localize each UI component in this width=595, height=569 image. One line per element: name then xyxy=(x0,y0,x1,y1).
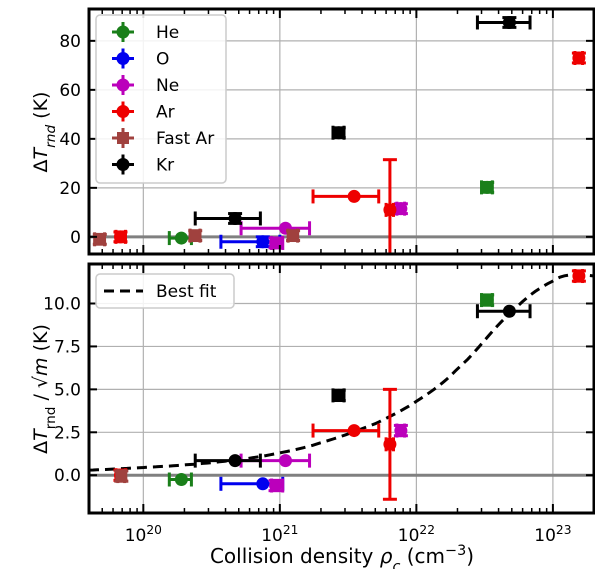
legend-label: Ar xyxy=(156,103,175,123)
data-point xyxy=(502,15,516,29)
data-point xyxy=(113,230,127,244)
y-tick-label: 40 xyxy=(59,130,81,150)
data-point xyxy=(332,388,346,402)
legend-marker xyxy=(116,25,130,39)
data-point xyxy=(279,454,293,468)
series xyxy=(239,201,408,250)
legend-marker xyxy=(117,132,129,144)
data-point xyxy=(174,473,188,487)
data-point xyxy=(347,424,361,438)
data-point xyxy=(347,189,361,203)
y-tick-label: 60 xyxy=(59,81,81,101)
data-point xyxy=(174,231,188,245)
x-tick-label: 1022 xyxy=(398,523,435,546)
y-axis-label-bottom: ΔTrnd / √m (K) xyxy=(30,324,59,454)
axes-frame xyxy=(87,7,595,256)
series xyxy=(114,469,129,484)
plot-area xyxy=(89,269,594,501)
bottom-panel: 0.0 2.5 5.0 7.5 10.0 1020 1021 1022 1023 ΔTrnd / … xyxy=(30,262,595,569)
data-point xyxy=(502,304,516,318)
series xyxy=(113,51,586,254)
series xyxy=(239,423,408,493)
data-point xyxy=(189,229,202,242)
x-axis-label: Collision density ρc (cm−3) xyxy=(210,543,474,569)
legend-label: Best fit xyxy=(156,282,217,302)
data-point xyxy=(256,235,270,249)
y-tick-label: 7.5 xyxy=(54,337,81,357)
y-tick-label: 80 xyxy=(59,32,81,52)
legend-marker xyxy=(116,52,130,65)
x-tick-label: 1020 xyxy=(125,523,162,546)
y-tick-label: 0 xyxy=(70,228,81,248)
y-tick-label: 5.0 xyxy=(54,380,81,400)
data-point xyxy=(228,454,242,468)
legend-label: Fast Ar xyxy=(156,129,214,149)
data-point xyxy=(383,437,397,451)
y-tick-label: 10.0 xyxy=(43,294,81,314)
series xyxy=(193,15,532,226)
y-tick-label: 0.0 xyxy=(54,466,81,486)
legend-label: He xyxy=(156,23,179,43)
legend-marker xyxy=(116,105,130,118)
data-point xyxy=(287,229,300,242)
data-point xyxy=(256,477,270,491)
x-tick-label: 1021 xyxy=(261,523,298,546)
top-panel: 0 20 40 60 80 ΔTrnd (K) He O Ne Ar Fast Ar Kr xyxy=(30,7,595,256)
data-point xyxy=(383,203,397,217)
x-tick-label: 1023 xyxy=(534,523,571,546)
data-point xyxy=(572,269,586,283)
legend-label: O xyxy=(156,50,169,70)
series xyxy=(193,304,532,468)
legend-fit: Best fit xyxy=(95,273,235,309)
series xyxy=(167,293,495,487)
y-tick-label: 20 xyxy=(59,179,81,199)
data-point xyxy=(115,470,128,483)
data-point xyxy=(394,424,408,438)
legend-marker xyxy=(116,158,130,171)
data-point xyxy=(572,51,586,65)
data-point xyxy=(394,202,408,216)
data-point xyxy=(269,479,283,493)
y-axis-label-top: ΔTrnd (K) xyxy=(30,92,59,173)
data-point xyxy=(332,126,346,140)
legend: He O Ne Ar Fast Ar Kr xyxy=(95,14,227,184)
legend-frame xyxy=(95,273,235,309)
data-point xyxy=(480,293,494,307)
data-point xyxy=(269,236,283,250)
data-point xyxy=(93,233,106,246)
data-point xyxy=(480,180,494,194)
y-tick-label: 2.5 xyxy=(54,423,81,443)
legend-marker xyxy=(116,78,130,92)
plot-area xyxy=(92,15,586,254)
data-point xyxy=(228,211,242,225)
legend-label: Kr xyxy=(156,156,174,176)
legend-label: Ne xyxy=(156,76,179,96)
